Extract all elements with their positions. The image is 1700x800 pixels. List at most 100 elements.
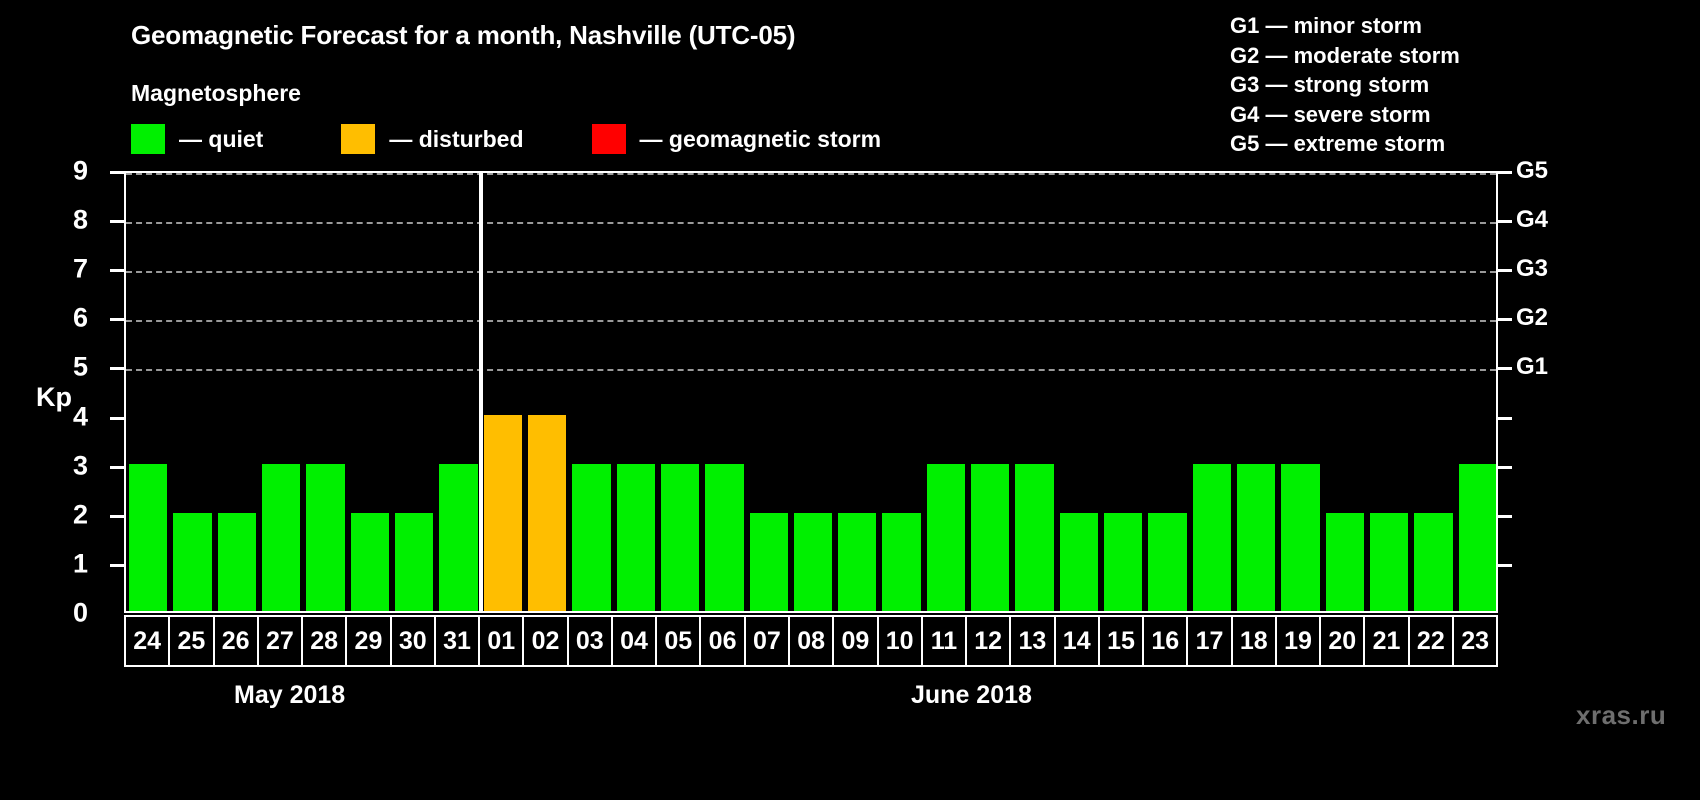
bar-day-24[interactable] xyxy=(129,463,168,611)
g-tick-mark-g3 xyxy=(1498,269,1512,273)
legend-item-quiet: — quiet xyxy=(131,124,263,154)
y-tick-mark-9 xyxy=(110,171,124,174)
day-label-16[interactable]: 16 xyxy=(1144,617,1189,665)
y-tick-label-6: 6 xyxy=(72,302,88,333)
day-label-30[interactable]: 30 xyxy=(391,617,436,665)
day-label-01[interactable]: 01 xyxy=(480,617,525,665)
bar-day-04[interactable] xyxy=(616,463,655,611)
legend-label-storm: — geomagnetic storm xyxy=(639,125,882,152)
day-label-27[interactable]: 27 xyxy=(258,617,304,665)
day-label-25[interactable]: 25 xyxy=(170,617,215,665)
day-label-10[interactable]: 10 xyxy=(878,617,923,665)
y-tick-label-5: 5 xyxy=(72,351,88,382)
y-tick-label-2: 2 xyxy=(72,499,88,530)
bar-day-15[interactable] xyxy=(1104,512,1143,611)
day-label-21[interactable]: 21 xyxy=(1365,617,1410,665)
bar-day-09[interactable] xyxy=(838,512,877,611)
day-label-11[interactable]: 11 xyxy=(922,617,968,665)
day-label-05[interactable]: 05 xyxy=(657,617,702,665)
bar-day-29[interactable] xyxy=(350,512,389,611)
legend-label-disturbed: — disturbed xyxy=(389,125,524,152)
bar-day-12[interactable] xyxy=(971,463,1010,611)
magnetosphere-legend-title: Magnetosphere xyxy=(131,80,301,106)
bar-day-30[interactable] xyxy=(394,512,434,611)
bar-day-03[interactable] xyxy=(572,463,611,611)
day-label-08[interactable]: 08 xyxy=(789,617,835,665)
day-label-02[interactable]: 02 xyxy=(524,617,569,665)
watermark: xras.ru xyxy=(1576,700,1667,730)
y-tick-label-1: 1 xyxy=(72,548,88,579)
bar-day-16[interactable] xyxy=(1148,512,1187,611)
bar-day-20[interactable] xyxy=(1325,512,1365,611)
day-label-22[interactable]: 22 xyxy=(1409,617,1454,665)
bar-day-07[interactable] xyxy=(749,512,788,611)
bar-day-01[interactable] xyxy=(483,414,522,611)
month-label-june: June 2018 xyxy=(911,681,1032,709)
bar-day-10[interactable] xyxy=(882,512,921,611)
g-axis-minor-tick-1 xyxy=(1498,563,1512,567)
day-label-04[interactable]: 04 xyxy=(612,617,658,665)
legend-item-storm: — geomagnetic storm xyxy=(591,124,882,154)
bar-day-25[interactable] xyxy=(173,512,212,611)
day-label-28[interactable]: 28 xyxy=(303,617,348,665)
bar-day-02[interactable] xyxy=(527,414,567,611)
g-tick-label-g4: G4 xyxy=(1516,206,1549,234)
gridline-kp-5 xyxy=(126,369,1496,372)
day-label-14[interactable]: 14 xyxy=(1055,617,1100,665)
day-label-13[interactable]: 13 xyxy=(1011,617,1056,665)
bar-day-23[interactable] xyxy=(1458,463,1496,611)
bar-day-28[interactable] xyxy=(306,463,345,611)
bar-day-18[interactable] xyxy=(1237,463,1276,611)
day-label-03[interactable]: 03 xyxy=(568,617,613,665)
red-square-icon xyxy=(591,124,626,154)
day-axis: 24 25 26 27 28 29 30 31 01 02 03 04 05 06 07 08 09 10 11 12… xyxy=(124,615,1498,667)
day-label-18[interactable]: 18 xyxy=(1232,617,1277,665)
day-label-06[interactable]: 06 xyxy=(701,617,746,665)
bar-day-05[interactable] xyxy=(660,463,700,611)
g-tick-mark-g5 xyxy=(1498,171,1512,174)
bar-day-14[interactable] xyxy=(1059,512,1099,611)
g-legend-row-g4: G4 — severe storm xyxy=(1230,101,1431,127)
bar-day-31[interactable] xyxy=(439,463,478,611)
page-title: Geomagnetic Forecast for a month, Nashvi… xyxy=(131,20,796,50)
g-tick-mark-g1 xyxy=(1498,367,1512,371)
g-legend-row-g5: G5 — extreme storm xyxy=(1230,131,1446,156)
g-legend-row-g2: G2 — moderate storm xyxy=(1230,42,1460,68)
bar-day-22[interactable] xyxy=(1414,512,1453,611)
g-tick-mark-g4 xyxy=(1498,220,1512,224)
bar-day-17[interactable] xyxy=(1192,463,1232,611)
g-axis-minor-tick-3 xyxy=(1498,465,1512,469)
bar-day-11[interactable] xyxy=(926,463,966,611)
y-tick-label-7: 7 xyxy=(72,253,88,284)
day-label-15[interactable]: 15 xyxy=(1099,617,1145,665)
bar-day-08[interactable] xyxy=(793,512,833,611)
day-label-31[interactable]: 31 xyxy=(435,617,481,665)
month-label-may: May 2018 xyxy=(234,681,346,709)
day-label-26[interactable]: 26 xyxy=(214,617,259,665)
day-label-24[interactable]: 24 xyxy=(126,617,171,665)
day-label-29[interactable]: 29 xyxy=(347,617,392,665)
bar-day-26[interactable] xyxy=(217,512,256,611)
day-label-23[interactable]: 23 xyxy=(1453,617,1497,665)
y-tick-mark-3 xyxy=(110,465,124,469)
bar-day-13[interactable] xyxy=(1015,463,1054,611)
y-tick-mark-1 xyxy=(110,563,124,567)
y-tick-label-0: 0 xyxy=(72,597,88,628)
g-axis-minor-tick-4 xyxy=(1498,416,1512,420)
day-label-12[interactable]: 12 xyxy=(967,617,1012,665)
g-scale-legend: G1 — minor storm G2 — moderate storm G3 … xyxy=(1230,11,1460,159)
y-axis-title: Kp xyxy=(36,382,72,412)
bar-day-27[interactable] xyxy=(261,463,301,611)
legend-item-disturbed: — disturbed xyxy=(341,124,524,154)
day-label-20[interactable]: 20 xyxy=(1321,617,1366,665)
day-label-19[interactable]: 19 xyxy=(1276,617,1322,665)
bar-day-06[interactable] xyxy=(705,463,744,611)
y-tick-mark-2 xyxy=(110,514,124,518)
day-label-07[interactable]: 07 xyxy=(745,617,790,665)
bar-day-21[interactable] xyxy=(1370,512,1409,611)
plot-inner xyxy=(126,173,1496,611)
y-tick-mark-8 xyxy=(110,220,124,224)
day-label-09[interactable]: 09 xyxy=(834,617,879,665)
bar-day-19[interactable] xyxy=(1281,463,1320,611)
day-label-17[interactable]: 17 xyxy=(1188,617,1233,665)
